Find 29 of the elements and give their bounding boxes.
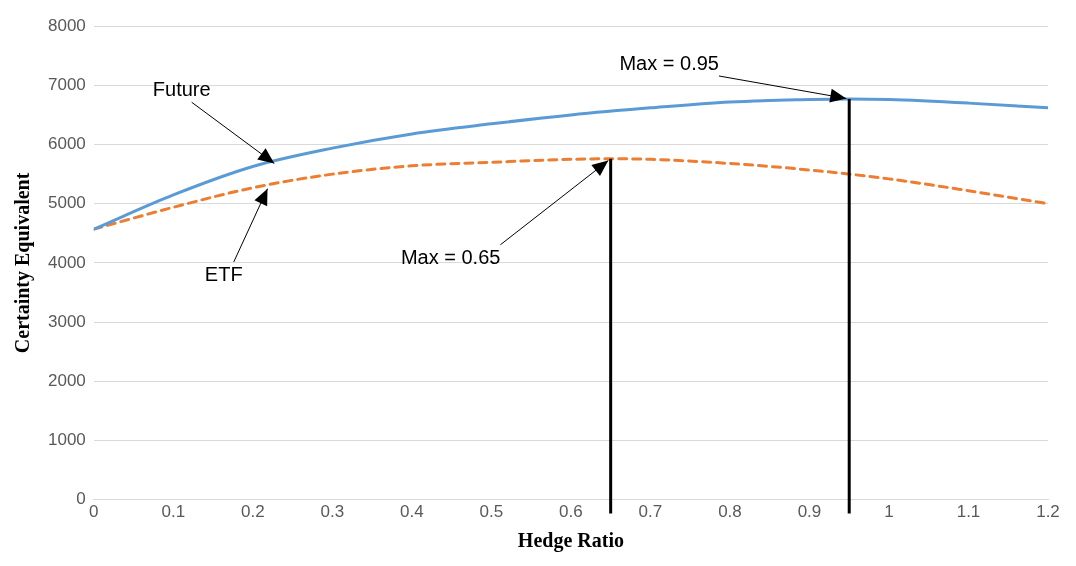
y-tick-label: 4000 — [47, 252, 86, 272]
x-tick-label: 0.7 — [638, 502, 663, 522]
x-tick-label: 1.1 — [956, 502, 981, 522]
annotation: Max = 0.65 — [400, 246, 501, 269]
x-tick-label: 0.9 — [797, 502, 822, 522]
y-tick-label: 3000 — [47, 311, 86, 331]
y-tick-label: 8000 — [47, 15, 86, 35]
x-tick-label: 0.3 — [320, 502, 345, 522]
x-tick-label: 0.2 — [241, 502, 265, 522]
x-tick-label: 0.1 — [161, 502, 186, 522]
y-tick-label: 5000 — [47, 193, 86, 213]
annotation: ETF — [204, 263, 243, 286]
y-tick-label: 2000 — [47, 370, 86, 390]
y-tick-label: 0 — [76, 489, 86, 509]
line-series — [93, 97, 1048, 231]
x-tick-label: 0.6 — [559, 502, 583, 522]
annotation: Max = 0.95 — [619, 51, 719, 74]
x-tick-label: 0 — [89, 502, 99, 522]
x-tick-label: 0.5 — [479, 502, 504, 522]
x-tick-label: 0.8 — [718, 502, 742, 522]
y-tick-label: 1000 — [47, 430, 86, 450]
y-tick-label: 7000 — [47, 75, 86, 95]
x-tick-label: 1.2 — [1036, 502, 1060, 522]
y-axis-title: Certainty Equivalent — [11, 172, 35, 354]
x-tick-label: 0.4 — [400, 502, 424, 522]
x-axis-title: Hedge Ratio — [517, 529, 624, 553]
annotation: Future — [152, 77, 211, 100]
y-tick-label: 6000 — [47, 134, 86, 154]
x-tick-label: 1 — [884, 502, 894, 522]
